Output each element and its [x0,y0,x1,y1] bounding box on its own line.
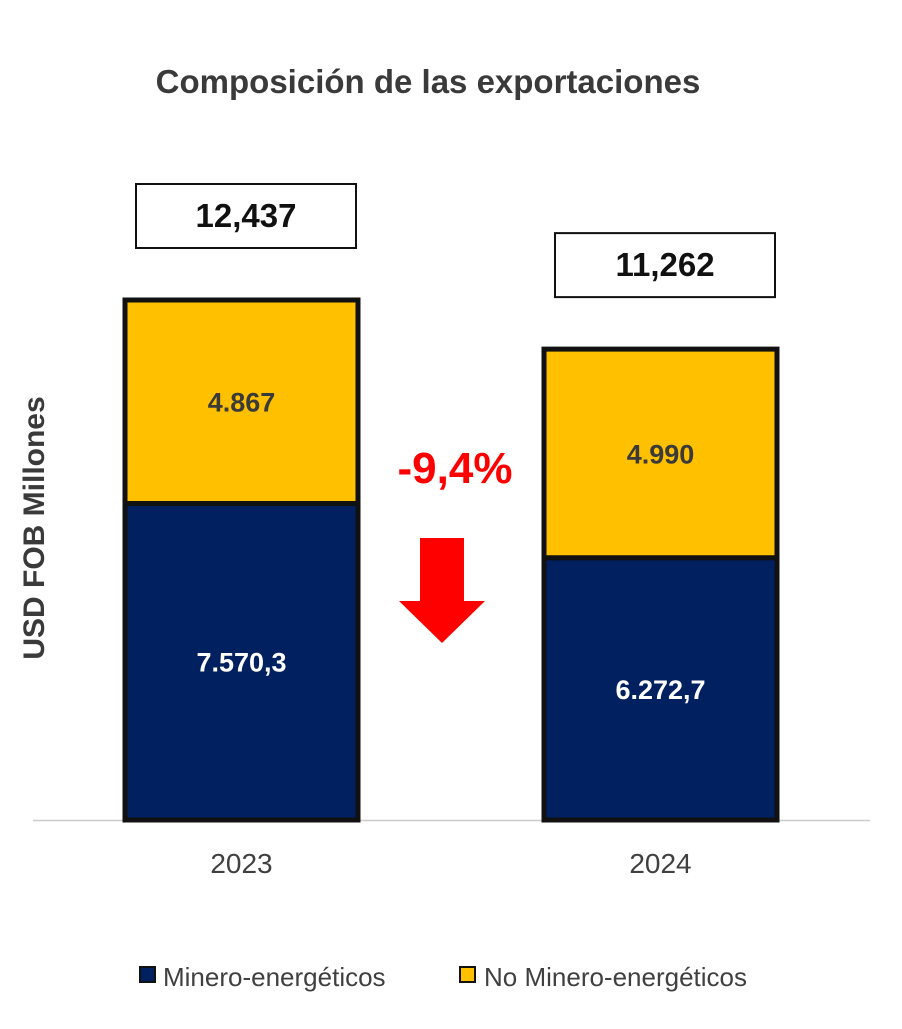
total-box-2023 [135,183,357,249]
legend-label-minero: Minero-energéticos [163,962,386,992]
down-arrow-icon [399,538,485,643]
legend-swatch-no-minero [459,966,476,983]
x-tick-2024: 2024 [629,848,691,879]
total-label-2024: 11,262 [615,246,714,283]
total-box-2024 [554,232,776,299]
chart-title: Composición de las exportaciones [156,63,701,100]
data-label-minero-2024: 6.272,7 [615,675,705,705]
total-label-2023: 12,437 [196,197,297,234]
legend-label-no-minero: No Minero-energéticos [484,962,747,992]
x-tick-2023: 2023 [210,848,272,879]
data-label-no-minero-2023: 4.867 [208,388,276,418]
bar-no-minero-2024 [541,346,780,561]
change-percentage: -9,4% [398,444,513,493]
data-label-no-minero-2024: 4.990 [627,439,695,469]
y-axis-label: USD FOB Millones [18,396,51,659]
data-label-minero-2023: 7.570,3 [196,648,286,678]
bar-minero-2023 [122,500,361,823]
legend-swatch-minero [139,966,156,983]
bar-no-minero-2023 [122,297,361,506]
